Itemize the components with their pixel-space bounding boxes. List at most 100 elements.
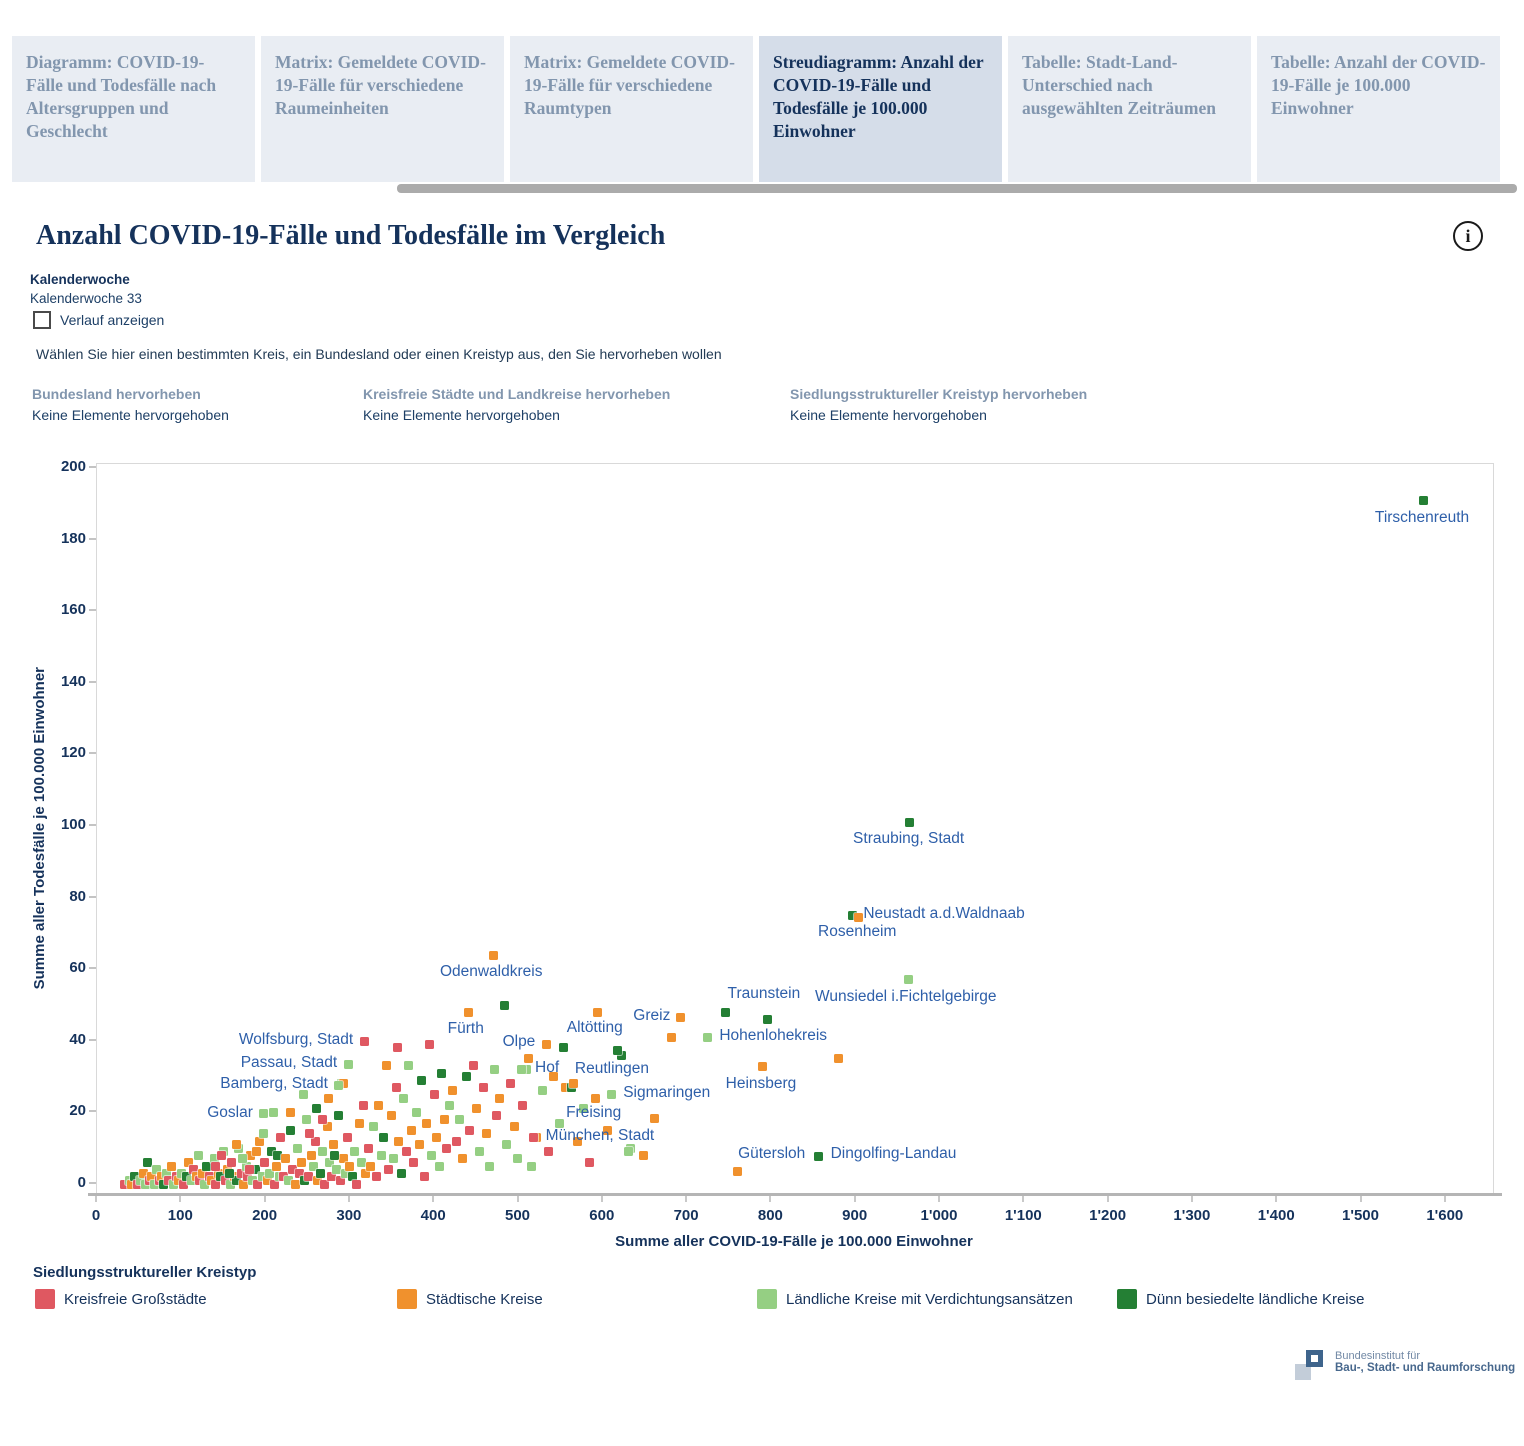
scatter-point[interactable] — [236, 1168, 246, 1178]
scatter-point[interactable] — [376, 1150, 386, 1160]
scatter-point[interactable] — [347, 1172, 357, 1182]
scatter-point[interactable] — [186, 1175, 196, 1185]
scatter-point-labeled[interactable] — [593, 1008, 603, 1018]
scatter-point[interactable] — [461, 1072, 471, 1082]
scatter-point[interactable] — [193, 1150, 203, 1160]
scatter-point-labeled[interactable] — [606, 1089, 616, 1099]
scatter-point[interactable] — [339, 1079, 349, 1089]
scatter-point[interactable] — [262, 1175, 272, 1185]
scatter-point[interactable] — [318, 1115, 328, 1125]
scatter-point[interactable] — [227, 1158, 237, 1168]
scatter-point[interactable] — [334, 1111, 344, 1121]
scatter-point[interactable] — [513, 1154, 523, 1164]
scatter-point-labeled[interactable] — [847, 911, 857, 920]
scatter-point[interactable] — [306, 1150, 316, 1160]
scatter-point[interactable] — [130, 1172, 140, 1182]
scatter-point[interactable] — [357, 1158, 367, 1168]
scatter-point[interactable] — [329, 1140, 339, 1150]
scatter-point[interactable] — [325, 1158, 335, 1168]
scatter-point[interactable] — [471, 1104, 481, 1114]
scatter-point[interactable] — [232, 1175, 242, 1185]
scatter-point[interactable] — [543, 1147, 553, 1157]
scatter-point-labeled[interactable] — [343, 1059, 353, 1069]
scatter-point[interactable] — [485, 1161, 495, 1171]
scatter-point[interactable] — [152, 1165, 162, 1175]
scatter-point[interactable] — [245, 1165, 255, 1175]
scatter-point[interactable] — [313, 1175, 323, 1185]
scatter-point[interactable] — [549, 1072, 559, 1082]
scatter-point-labeled[interactable] — [721, 1007, 731, 1017]
scatter-point[interactable] — [352, 1179, 362, 1189]
scatter-point[interactable] — [399, 1093, 409, 1103]
scatter-point[interactable] — [181, 1172, 191, 1182]
kreise-hervorheben-select[interactable]: Keine Elemente hervorgehoben — [363, 407, 560, 423]
scatter-point[interactable] — [239, 1179, 249, 1189]
scatter-point[interactable] — [166, 1161, 176, 1171]
scatter-point[interactable] — [315, 1168, 325, 1178]
scatter-point[interactable] — [393, 1043, 403, 1053]
scatter-point[interactable] — [366, 1161, 376, 1171]
scatter-point[interactable] — [311, 1104, 321, 1114]
scatter-point[interactable] — [299, 1090, 309, 1099]
scatter-point[interactable] — [602, 1125, 612, 1135]
scatter-point[interactable] — [210, 1161, 220, 1171]
scatter-point[interactable] — [502, 1140, 512, 1150]
scatter-point[interactable] — [272, 1161, 282, 1171]
scatter-point[interactable] — [184, 1158, 194, 1168]
scatter-point[interactable] — [310, 1136, 320, 1146]
tab-streudiagramm[interactable]: Streudiagramm: Anzahl der COVID-19-Fälle… — [759, 36, 1002, 182]
scatter-point-labeled[interactable] — [814, 1151, 824, 1161]
scatter-point[interactable] — [258, 1129, 268, 1139]
scatter-point[interactable] — [414, 1140, 424, 1150]
scatter-point[interactable] — [419, 1172, 429, 1182]
scatter-point[interactable] — [231, 1140, 241, 1150]
scatter-point[interactable] — [568, 1079, 578, 1089]
scatter-point[interactable] — [326, 1172, 336, 1182]
scatter-point[interactable] — [394, 1136, 404, 1146]
scatter-point-labeled[interactable] — [733, 1167, 743, 1177]
scatter-point-labeled[interactable] — [334, 1081, 344, 1091]
scatter-point[interactable] — [444, 1100, 454, 1110]
scatter-point[interactable] — [324, 1093, 334, 1103]
scatter-point[interactable] — [195, 1175, 205, 1185]
scatter-point[interactable] — [349, 1147, 359, 1157]
scatter-point[interactable] — [276, 1132, 286, 1142]
scatter-point[interactable] — [404, 1061, 414, 1071]
scatter-point[interactable] — [330, 1150, 340, 1160]
scatter-point[interactable] — [267, 1147, 276, 1157]
scatter-point[interactable] — [363, 1143, 373, 1153]
scatter-point[interactable] — [396, 1168, 406, 1178]
scatter-point[interactable] — [202, 1161, 212, 1171]
scatter-point[interactable] — [451, 1136, 461, 1146]
scatter-point[interactable] — [169, 1179, 179, 1189]
scatter-point[interactable] — [294, 1168, 304, 1178]
scatter-point[interactable] — [384, 1165, 394, 1175]
tab-matrix-raumeinheiten[interactable]: Matrix: Gemeldete COVID-19-Fälle für ver… — [261, 36, 504, 182]
scatter-point[interactable] — [281, 1154, 291, 1164]
scatter-point-labeled[interactable] — [905, 817, 915, 827]
scatter-point-labeled[interactable] — [259, 1108, 269, 1118]
scatter-point-labeled[interactable] — [488, 951, 498, 961]
scatter-point[interactable] — [161, 1168, 171, 1178]
scatter-point[interactable] — [465, 1125, 475, 1135]
scatter-point[interactable] — [481, 1129, 491, 1139]
scatter-point[interactable] — [268, 1107, 278, 1117]
scatter-point[interactable] — [164, 1175, 174, 1185]
verlauf-checkbox-row[interactable]: Verlauf anzeigen — [33, 311, 164, 329]
scatter-point[interactable] — [127, 1179, 137, 1189]
scatter-point[interactable] — [434, 1161, 444, 1171]
scatter-point[interactable] — [505, 1079, 515, 1089]
scatter-point[interactable] — [309, 1161, 319, 1171]
scatter-point-labeled[interactable] — [464, 1008, 474, 1018]
scatter-point[interactable] — [389, 1154, 399, 1164]
scatter-point[interactable] — [578, 1104, 588, 1114]
scatter-point[interactable] — [217, 1150, 227, 1160]
scatter-point[interactable] — [136, 1175, 146, 1185]
scatter-point[interactable] — [288, 1165, 298, 1175]
info-icon[interactable]: i — [1453, 221, 1483, 251]
scatter-point[interactable] — [322, 1122, 332, 1132]
scatter-point[interactable] — [590, 1093, 600, 1103]
scatter-point-labeled[interactable] — [649, 1113, 659, 1123]
scatter-point[interactable] — [286, 1107, 296, 1117]
scatter-point[interactable] — [252, 1179, 262, 1189]
